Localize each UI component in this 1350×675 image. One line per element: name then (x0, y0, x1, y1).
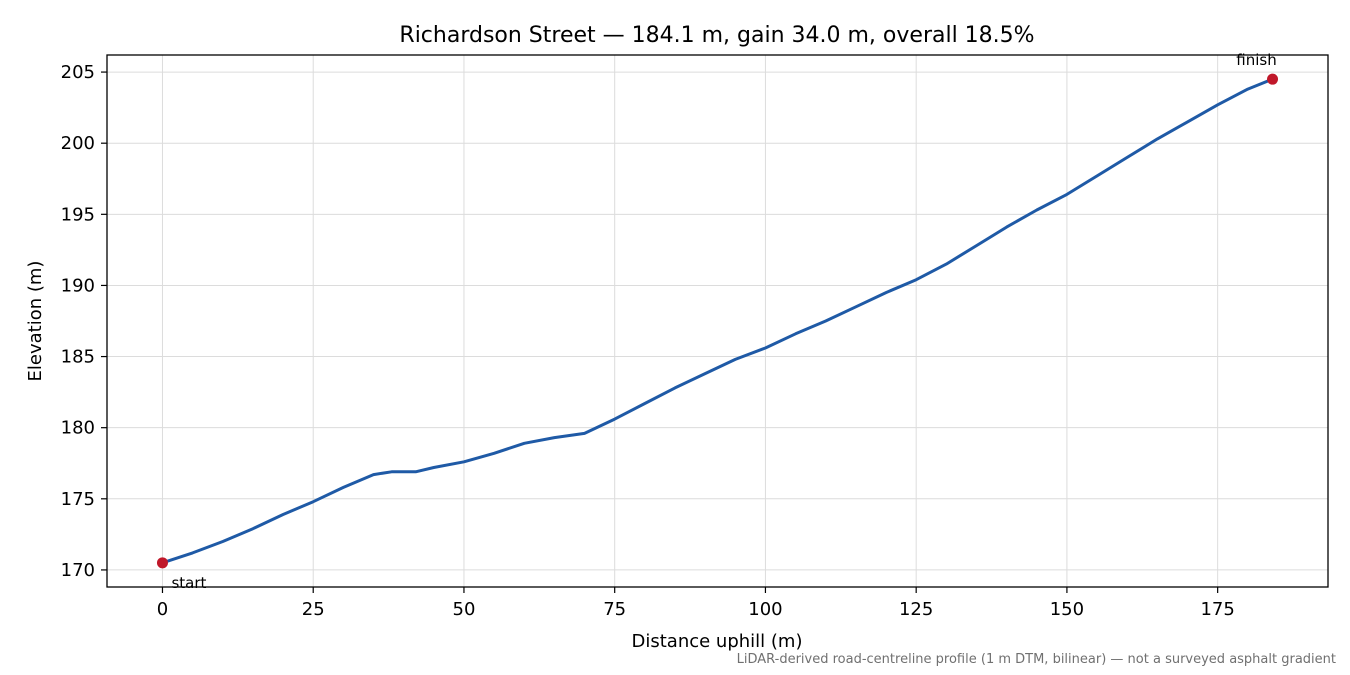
x-tick-label: 100 (748, 599, 782, 620)
x-tick-label: 125 (899, 599, 933, 620)
y-tick-label: 200 (61, 133, 95, 154)
y-tick-label: 205 (61, 62, 95, 83)
start-label: start (171, 574, 206, 592)
x-tick-label: 150 (1050, 599, 1084, 620)
y-tick-label: 170 (61, 560, 95, 581)
footnote: LiDAR-derived road-centreline profile (1… (736, 652, 1336, 667)
elevation-profile-line (161, 77, 1274, 565)
x-tick-label: 175 (1200, 599, 1234, 620)
x-axis: 0 25 50 75 100 125 150 175 (157, 587, 1235, 620)
start-marker (156, 557, 168, 569)
x-tick-label: 25 (302, 599, 325, 620)
chart-title: Richardson Street — 184.1 m, gain 34.0 m… (399, 23, 1034, 48)
x-axis-label: Distance uphill (m) (632, 631, 803, 652)
finish-marker (1267, 73, 1279, 85)
y-tick-label: 180 (61, 418, 95, 439)
plot-area (106, 54, 1329, 588)
y-axis: 170 175 180 185 190 195 200 205 (61, 62, 107, 581)
x-tick-label: 50 (453, 599, 476, 620)
y-axis-label: Elevation (m) (25, 261, 46, 382)
x-tick-label: 0 (157, 599, 168, 620)
finish-label: finish (1236, 51, 1276, 69)
x-tick-label: 75 (603, 599, 626, 620)
y-tick-label: 195 (61, 204, 95, 225)
grid (107, 55, 1328, 587)
y-tick-label: 185 (61, 347, 95, 368)
y-tick-label: 190 (61, 275, 95, 296)
y-tick-label: 175 (61, 489, 95, 510)
endpoint-markers: start finish (156, 51, 1279, 592)
